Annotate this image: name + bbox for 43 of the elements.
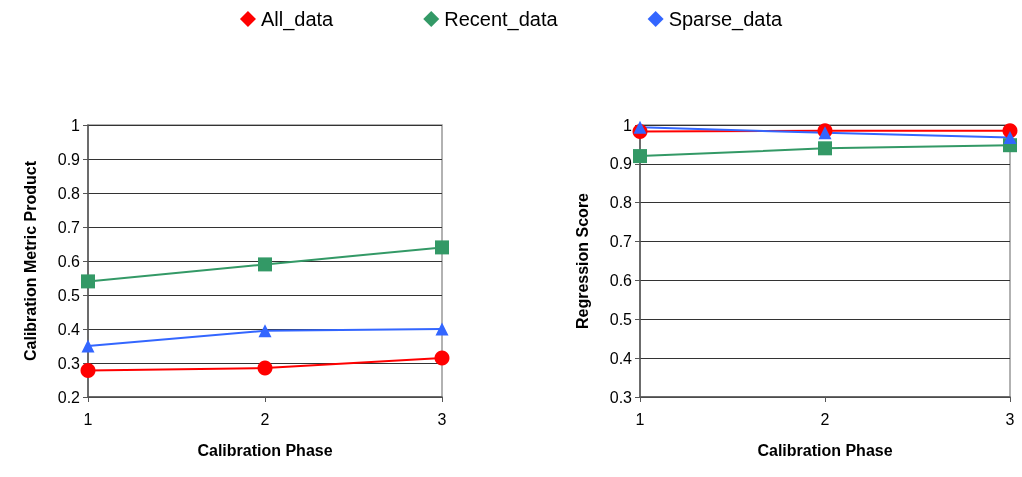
point [81,274,95,289]
y-tick-label: 0.7 [609,233,633,251]
y-axis-title: Calibration Metric Product [21,160,39,362]
x-axis-title: Calibration Phase [757,441,893,459]
y-tick-label: 0.5 [609,310,633,328]
x-tick-label: 3 [437,410,447,428]
point [81,339,95,353]
x-tick-label: 2 [260,410,270,428]
y-tick-label: 0.9 [57,150,81,168]
x-axis-title: Calibration Phase [197,441,333,459]
y-tick-label: 0.2 [57,388,81,406]
point [818,141,832,156]
x-tick-label: 1 [635,410,645,428]
point [633,149,647,164]
y-tick-label: 0.9 [609,155,633,173]
legend-label: Sparse_data [668,8,783,31]
y-tick-label: 0.4 [609,349,633,367]
x-tick-label: 3 [1005,410,1015,428]
y-tick-label: 0.8 [57,184,81,202]
y-axis-title: Regression Score [573,192,591,330]
y-tick-label: 0.4 [57,320,81,338]
legend-label: All_data [260,8,335,31]
y-tick-label: 0.6 [609,271,633,289]
x-tick-label: 1 [83,410,93,428]
point [435,322,449,336]
y-tick-label: 0.8 [609,194,633,212]
point [257,360,273,376]
point [434,350,450,366]
point [258,324,272,338]
y-tick-label: 0.5 [57,286,81,304]
point [633,120,647,134]
point [80,362,96,378]
y-tick-label: 0.7 [57,218,81,236]
y-tick-label: 1 [71,116,81,134]
y-tick-label: 1 [623,116,633,134]
point [435,240,449,255]
y-tick-label: 0.3 [57,354,81,372]
y-tick-label: 0.6 [57,252,81,270]
x-tick-label: 2 [820,410,830,428]
point [258,257,272,272]
point [1003,130,1017,144]
legend-label: Recent_data [444,8,559,31]
y-tick-label: 0.3 [609,388,633,406]
